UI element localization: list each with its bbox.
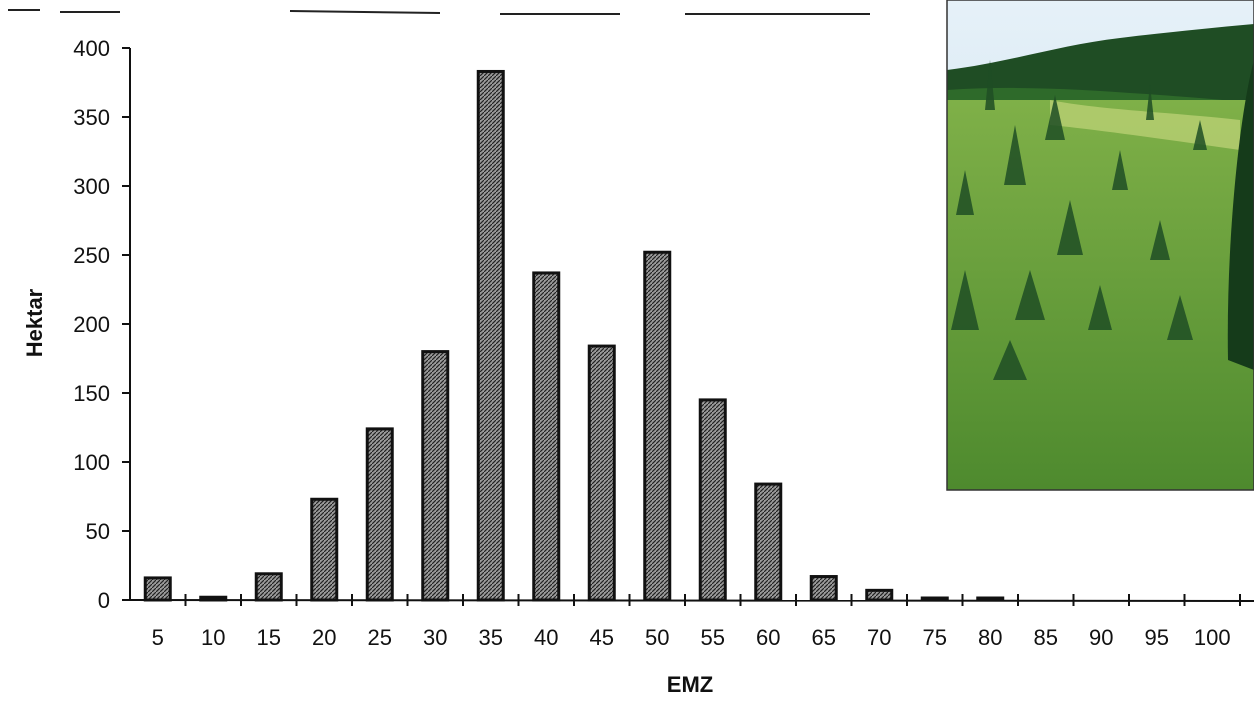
bar-emz-45 [587, 344, 616, 602]
y-tick-label: 300 [73, 174, 110, 199]
bar-emz-30 [421, 350, 450, 602]
y-axis-ticks: 0 50 100 150 200 250 300 350 400 [73, 36, 130, 613]
bar-emz-75 [920, 596, 949, 602]
x-tick-label: 75 [923, 625, 947, 650]
x-tick-label: 60 [756, 625, 780, 650]
bar-emz-5 [143, 576, 172, 602]
y-axis-title: Hektar [22, 288, 47, 357]
x-axis-line [121, 599, 1254, 602]
x-tick-label: 80 [978, 625, 1002, 650]
bar-emz-15 [254, 572, 283, 602]
spruce-tree [985, 60, 995, 110]
spruce-tree [1167, 295, 1193, 340]
spruce-tree [1146, 85, 1154, 120]
bar-series [143, 69, 1005, 602]
spruce-tree [1045, 95, 1065, 140]
x-tick-label: 40 [534, 625, 558, 650]
forest-landscape-photo [946, 0, 1254, 491]
bar-emz-70 [865, 588, 894, 602]
foreground-tree [1227, 60, 1254, 370]
spruce-tree [1112, 150, 1128, 190]
spruce-tree [951, 270, 979, 330]
spruce-tree [1057, 200, 1083, 255]
x-tick-label: 35 [479, 625, 503, 650]
x-tick-label: 65 [812, 625, 836, 650]
x-tick-label: 100 [1194, 625, 1231, 650]
x-tick-label: 15 [257, 625, 281, 650]
y-tick-label: 200 [73, 312, 110, 337]
x-tick-label: 85 [1034, 625, 1058, 650]
y-tick-label: 0 [98, 588, 110, 613]
x-tick-label: 10 [201, 625, 225, 650]
x-tick-label: 20 [312, 625, 336, 650]
bar-emz-40 [532, 271, 561, 602]
y-tick-label: 50 [86, 519, 110, 544]
x-tick-label: 25 [368, 625, 392, 650]
bar-emz-65 [809, 575, 838, 602]
x-tick-label: 30 [423, 625, 447, 650]
y-tick-label: 150 [73, 381, 110, 406]
y-tick-label: 350 [73, 105, 110, 130]
bar-emz-80 [976, 596, 1005, 602]
spruce-tree [956, 170, 974, 215]
bar-emz-60 [754, 482, 783, 602]
x-tick-label: 90 [1089, 625, 1113, 650]
x-tick-label: 5 [152, 625, 164, 650]
x-tick-label: 50 [645, 625, 669, 650]
spruce-tree [1004, 125, 1026, 185]
bar-emz-50 [643, 250, 672, 602]
bar-emz-35 [476, 69, 505, 602]
x-tick-label: 70 [867, 625, 891, 650]
x-axis-title: EMZ [667, 672, 713, 697]
bar-emz-10 [199, 595, 228, 602]
y-tick-label: 100 [73, 450, 110, 475]
x-axis-ticks: 5 10 15 20 25 30 35 40 45 50 55 60 65 70 75 80 85 90 95 100 [152, 594, 1241, 650]
spruce-tree [1150, 220, 1170, 260]
bar-emz-55 [698, 398, 727, 602]
spruce-tree [1193, 120, 1207, 150]
spruce-tree [993, 340, 1027, 380]
x-tick-label: 55 [701, 625, 725, 650]
y-tick-label: 400 [73, 36, 110, 61]
x-tick-label: 45 [590, 625, 614, 650]
spruce-tree [1088, 285, 1112, 330]
y-tick-label: 250 [73, 243, 110, 268]
bar-emz-25 [365, 427, 394, 602]
scan-top-rules [8, 9, 870, 15]
bar-emz-20 [310, 497, 339, 602]
x-tick-label: 95 [1145, 625, 1169, 650]
spruce-tree [1015, 270, 1045, 320]
